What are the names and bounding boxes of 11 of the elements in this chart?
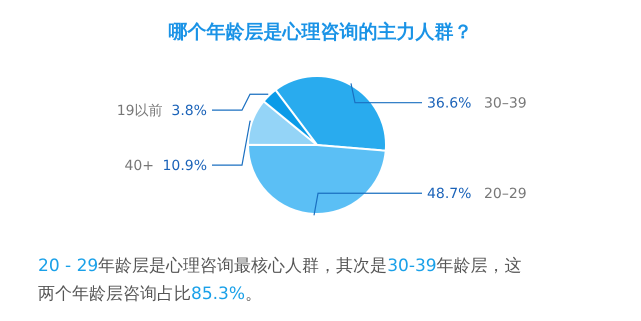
- data-label: 48.7%: [427, 186, 472, 202]
- chart-title: 哪个年龄层是心理咨询的主力人群？: [168, 21, 472, 43]
- text: 两个年龄层咨询占比85.3%。: [38, 284, 262, 304]
- slice-label: 20–29: [484, 186, 527, 202]
- slice-label: 19以前: [116, 103, 163, 120]
- slice-label: 40+: [124, 158, 154, 174]
- text: 20 - 29年龄层是心理咨询最核心人群，其次是30-39年龄层，这: [38, 256, 522, 276]
- data-label: 10.9%: [162, 158, 207, 174]
- data-label: 36.6%: [427, 96, 472, 112]
- data-label: 3.8%: [171, 103, 207, 120]
- slice-label: 30–39: [484, 96, 527, 112]
